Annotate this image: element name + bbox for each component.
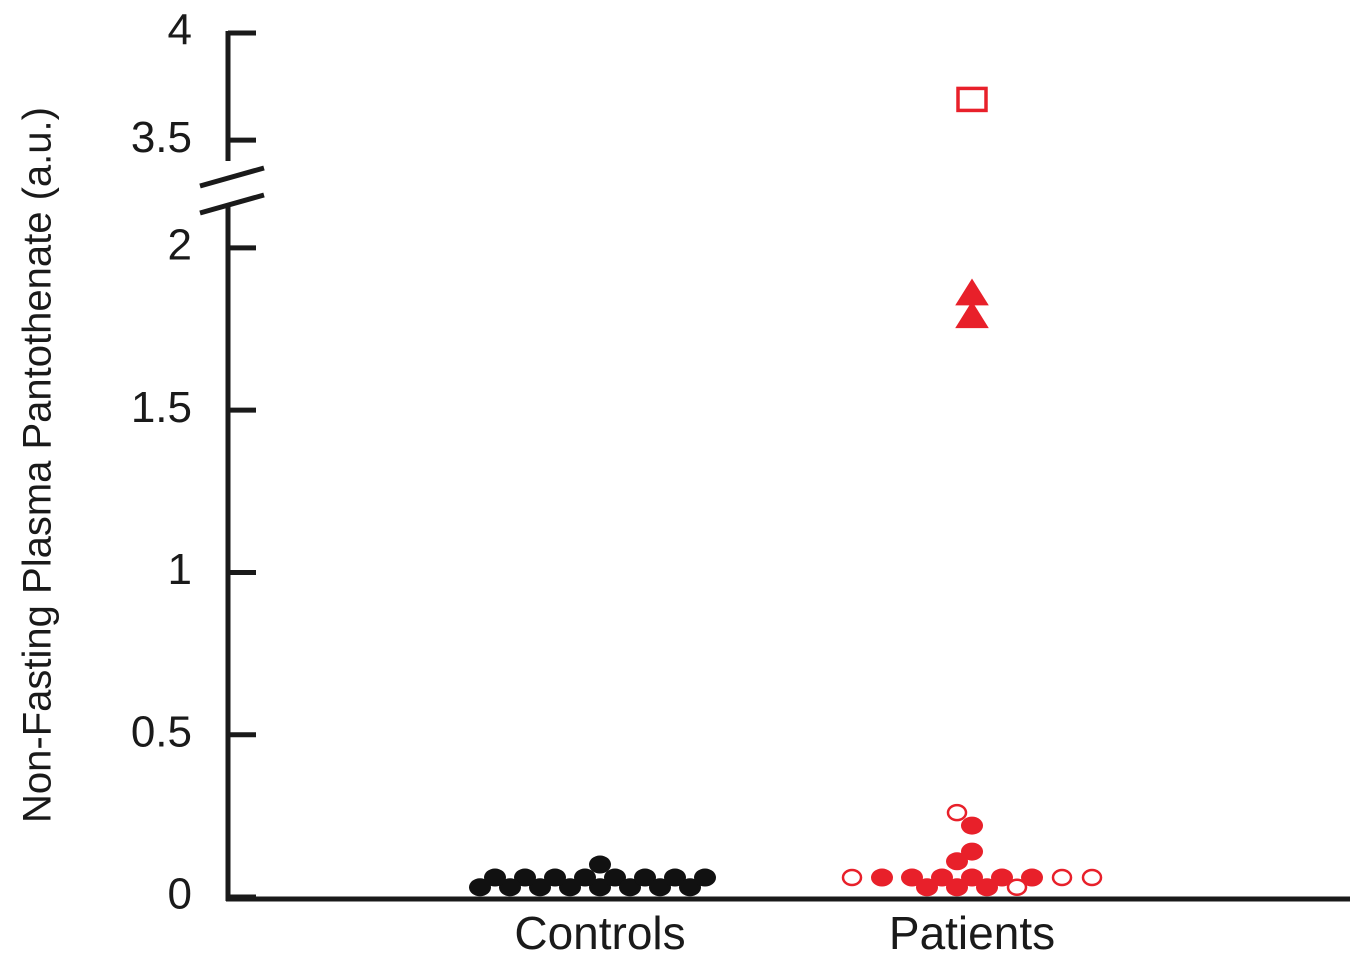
data-point <box>514 868 536 887</box>
data-point <box>961 842 983 861</box>
data-point <box>946 852 968 871</box>
data-point <box>604 868 626 887</box>
data-point <box>901 868 923 887</box>
y-tick-label: 1 <box>168 545 192 594</box>
x-tick-label: Patients <box>889 907 1055 958</box>
data-point <box>634 868 656 887</box>
data-point <box>499 878 521 897</box>
data-point <box>559 878 581 897</box>
data-point <box>619 878 641 897</box>
data-point <box>694 868 716 887</box>
data-point <box>916 878 938 897</box>
data-point <box>529 878 551 897</box>
y-tick-label: 0 <box>168 870 192 919</box>
y-tick-label: 2 <box>168 221 192 270</box>
data-point <box>1021 868 1043 887</box>
axis-break <box>199 165 265 189</box>
y-tick-label: 4 <box>168 6 192 55</box>
data-point <box>931 868 953 887</box>
data-point <box>574 868 596 887</box>
data-point <box>679 878 701 897</box>
data-point <box>484 868 506 887</box>
data-point <box>544 868 566 887</box>
data-point <box>841 868 863 887</box>
data-point <box>589 878 611 897</box>
data-point <box>956 86 988 113</box>
data-point <box>991 868 1013 887</box>
data-point <box>649 878 671 897</box>
data-point <box>955 301 989 329</box>
data-point <box>1051 868 1073 887</box>
x-tick-label: Controls <box>514 907 685 958</box>
data-point <box>946 803 968 822</box>
data-point <box>1006 878 1028 897</box>
y-tick-label: 1.5 <box>131 383 192 432</box>
y-axis-label: Non-Fasting Plasma Pantothenate (a.u.) <box>16 107 60 823</box>
axis-break <box>199 192 265 216</box>
data-point <box>961 816 983 835</box>
data-point <box>961 868 983 887</box>
data-point <box>955 278 989 306</box>
y-tick-label: 3.5 <box>131 113 192 162</box>
data-point <box>1081 868 1103 887</box>
data-point <box>589 855 611 874</box>
data-point <box>946 878 968 897</box>
y-tick-label: 0.5 <box>131 707 192 756</box>
data-point <box>664 868 686 887</box>
data-point <box>976 878 998 897</box>
data-point <box>871 868 893 887</box>
data-point <box>469 878 491 897</box>
